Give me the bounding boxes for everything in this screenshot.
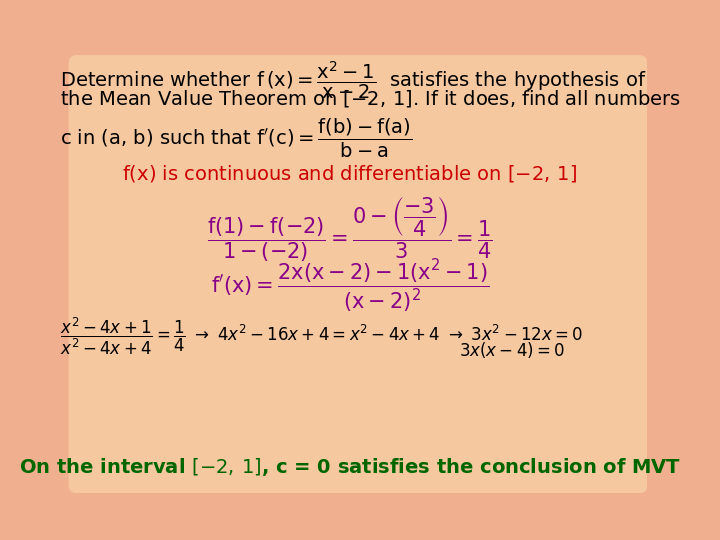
Text: $\mathrm{f'(x)=\dfrac{2x(x-2)-1\left(x^{2}-1\right)}{(x-2)^{2}}}$: $\mathrm{f'(x)=\dfrac{2x(x-2)-1\left(x^{… — [211, 258, 489, 315]
Text: $\dfrac{x^{2}-4x+1}{x^{2}-4x+4}=\dfrac{1}{4}\ \rightarrow\ 4x^{2}-16x+4=x^{2}-4x: $\dfrac{x^{2}-4x+1}{x^{2}-4x+4}=\dfrac{1… — [60, 315, 583, 357]
Text: the Mean Value Theorem on $[-2,\,1]$. If it does, find all numbers: the Mean Value Theorem on $[-2,\,1]$. If… — [60, 88, 681, 109]
Text: $3x(x-4)=0$: $3x(x-4)=0$ — [459, 340, 564, 360]
FancyBboxPatch shape — [68, 55, 647, 493]
Text: On the interval $[-2,\,1]$, c = 0 satisfies the conclusion of MVT: On the interval $[-2,\,1]$, c = 0 satisf… — [19, 456, 681, 478]
Text: $\mathrm{f(x)}$ is continuous and differentiable on $[-2,\,1]$: $\mathrm{f(x)}$ is continuous and differ… — [122, 163, 577, 184]
Text: $\dfrac{\mathrm{f(1)-f(-2)}}{1-(-2)}=\dfrac{0-\left(\dfrac{-3}{4}\right)}{3}=\df: $\dfrac{\mathrm{f(1)-f(-2)}}{1-(-2)}=\df… — [207, 195, 492, 264]
Text: $\mathrm{c}$ in (a, b) such that $\mathrm{f'(c)=\dfrac{f(b)-f(a)}{b-a}}$: $\mathrm{c}$ in (a, b) such that $\mathr… — [60, 117, 413, 160]
Text: Determine whether $\mathrm{f\,(x)=\dfrac{x^{2}-1}{x-2}}$  satisfies the hypothes: Determine whether $\mathrm{f\,(x)=\dfrac… — [60, 59, 647, 101]
